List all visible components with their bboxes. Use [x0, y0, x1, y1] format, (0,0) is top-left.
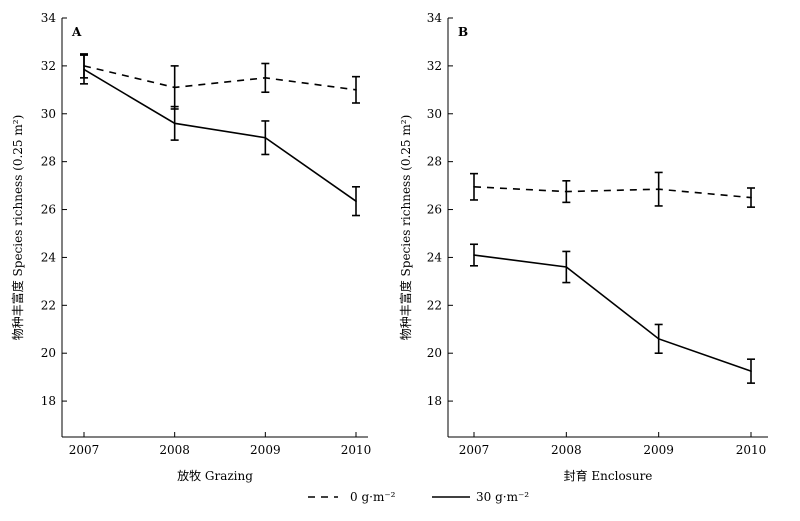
data-point: [83, 68, 85, 71]
x-tick-label: 2009: [250, 443, 281, 457]
legend: 0 g·m⁻² 30 g·m⁻²: [308, 490, 529, 504]
y-tick-label: 30: [41, 107, 56, 121]
x-tick-label: 2007: [459, 443, 490, 457]
panel-label: B: [458, 25, 468, 39]
y-tick-label: 30: [427, 107, 442, 121]
x-tick-label: 2010: [736, 443, 767, 457]
series-solid: [80, 54, 360, 217]
y-tick-label: 20: [427, 346, 442, 360]
data-point: [657, 188, 660, 190]
y-tick-label: 24: [41, 250, 57, 264]
data-point: [750, 370, 752, 372]
data-point: [657, 338, 660, 340]
y-tick-label: 32: [41, 59, 56, 73]
series-line: [83, 65, 357, 91]
x-axis-title: 放牧 Grazing: [177, 468, 253, 483]
y-tick-label: 34: [427, 11, 443, 25]
x-tick-label: 2007: [69, 443, 100, 457]
x-tick-label: 2008: [551, 443, 582, 457]
panel-B: 18 20 22 24 26 28 30 32 34 2007 2008 2009 2010 B 封育 En…: [398, 11, 768, 483]
series-dashed: [470, 171, 755, 208]
series-line: [83, 68, 357, 202]
data-point: [355, 200, 357, 202]
y-tick-label: 32: [427, 59, 442, 73]
y-tick-label: 18: [427, 394, 442, 408]
y-tick-label: 22: [427, 298, 442, 312]
x-tick-label: 2009: [643, 443, 674, 457]
data-point: [473, 185, 475, 188]
y-tick-label: 34: [41, 11, 57, 25]
data-point: [173, 122, 176, 125]
x-tick-label: 2008: [159, 443, 190, 457]
legend-label-0: 0 g·m⁻²: [350, 490, 396, 504]
series-line: [473, 254, 752, 372]
y-tick-label: 24: [427, 250, 443, 264]
y-tick-label: 28: [41, 155, 56, 169]
y-tick-label: 18: [41, 394, 56, 408]
data-point: [565, 190, 568, 193]
data-point: [473, 254, 475, 256]
panel-A: 18 20 22 24 26 28 30 32 34 2007 2008 2009 2010 A 放牧 Gr…: [10, 11, 371, 483]
y-tick-label: 28: [427, 155, 442, 169]
x-axis-title: 封育 Enclosure: [564, 468, 653, 483]
y-tick-label: 20: [41, 346, 56, 360]
y-axis-title: 物种丰富度 Species richness (0.25 m²): [398, 115, 413, 341]
y-tick-label: 26: [41, 203, 56, 217]
y-axis-title: 物种丰富度 Species richness (0.25 m²): [10, 115, 25, 341]
series-dashed: [80, 53, 360, 110]
data-point: [750, 196, 752, 199]
data-point: [565, 266, 568, 268]
data-point: [264, 136, 267, 139]
data-point: [173, 86, 176, 89]
panel-label: A: [71, 25, 82, 39]
y-tick-label: 26: [427, 203, 442, 217]
series-line: [473, 185, 752, 199]
y-tick-label: 22: [41, 298, 56, 312]
x-tick-label: 2010: [341, 443, 372, 457]
series-solid: [470, 243, 755, 384]
data-point: [264, 77, 267, 79]
data-point: [355, 89, 357, 91]
legend-label-1: 30 g·m⁻²: [476, 490, 529, 504]
